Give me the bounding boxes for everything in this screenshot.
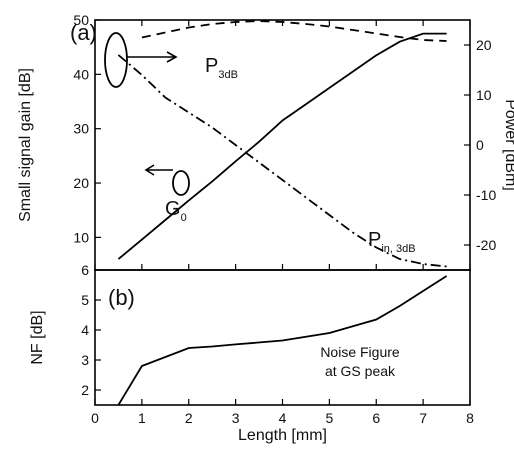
panel-a-right-ticks: -20 -10 0 10 20 bbox=[464, 37, 496, 253]
panel-b-x-tick-label: 5 bbox=[325, 410, 333, 426]
panel-a-left-axis-title: Small signal gain [dB] bbox=[17, 68, 34, 222]
panel-b-x-tick-label: 4 bbox=[279, 410, 287, 426]
panel-b-x-tick-label: 2 bbox=[185, 410, 193, 426]
panel-b-y-tick-label: 5 bbox=[81, 292, 89, 308]
panel-a-x-ticks bbox=[94, 20, 471, 270]
panel-b-x-tick-label: 1 bbox=[138, 410, 146, 426]
panel-b-x-tick-label: 8 bbox=[466, 410, 474, 426]
series-label-p3db: P3dB bbox=[205, 55, 238, 81]
panel-a-left-tick-label: 40 bbox=[73, 66, 89, 82]
panel-b-y-tick-label: 6 bbox=[81, 262, 89, 278]
panel-b-x-tick-label: 0 bbox=[91, 410, 99, 426]
panel-b-label: (b) bbox=[108, 285, 135, 310]
series-line-g0 bbox=[117, 32, 447, 260]
series-label-g0: G0 bbox=[165, 198, 187, 224]
panel-a-right-tick-label: 0 bbox=[476, 137, 484, 153]
panel-a-label: (a) bbox=[70, 20, 97, 45]
panel-a-right-tick-label: -20 bbox=[476, 237, 496, 253]
series-label-g0-main: G bbox=[165, 198, 181, 220]
series-label-p3db-main: P bbox=[205, 55, 218, 77]
series-line-noise-figure bbox=[117, 275, 448, 406]
panel-a-left-tick-label: 20 bbox=[73, 175, 89, 191]
panel-a-left-tick-label: 10 bbox=[73, 229, 89, 245]
panel-a-left-tick-label: 50 bbox=[73, 12, 89, 28]
panel-b-x-tick-label: 6 bbox=[372, 410, 380, 426]
series-label-g0-sub: 0 bbox=[181, 212, 187, 224]
panel-a-series bbox=[117, 20, 447, 268]
panel-b-series bbox=[117, 275, 448, 406]
panel-b-x-tick-label: 7 bbox=[419, 410, 427, 426]
panel-a-right-axis-title: Power [dBm] bbox=[502, 99, 514, 191]
panel-a-left-ticks: 10 20 30 40 50 bbox=[73, 12, 101, 245]
series-label-pin3db-main: P bbox=[368, 229, 381, 251]
axis-indicator-ellipse-gain bbox=[172, 170, 190, 196]
annotation-noise-figure: Noise Figure bbox=[320, 344, 400, 360]
axis-indicator-ellipse-power bbox=[104, 32, 128, 88]
panel-b-x-ticks: 0 1 2 3 4 5 6 7 8 bbox=[91, 399, 474, 426]
panel-b-y-tick-label: 2 bbox=[81, 382, 89, 398]
arrow-left-icon bbox=[144, 164, 173, 176]
panel-a-right-tick-label: -10 bbox=[476, 187, 496, 203]
panel-b-x-tick-label: 3 bbox=[232, 410, 240, 426]
series-label-p3db-sub: 3dB bbox=[218, 69, 238, 81]
series-label-pin3db-sub: in, 3dB bbox=[381, 243, 415, 255]
panel-a-right-tick-label: 20 bbox=[476, 37, 492, 53]
annotation-at-gs-peak: at GS peak bbox=[325, 363, 396, 379]
series-line-pin3db bbox=[117, 54, 447, 268]
panel-b-y-ticks: 2 3 4 5 6 bbox=[81, 262, 101, 398]
panel-a-left-tick-label: 30 bbox=[73, 121, 89, 137]
panel-b-y-axis-title: NF [dB] bbox=[29, 310, 46, 364]
series-line-p3db bbox=[141, 20, 447, 42]
panel-a-right-tick-label: 10 bbox=[476, 87, 492, 103]
series-label-pin3db: Pin, 3dB bbox=[368, 229, 416, 255]
panel-a-gain-power: 10 20 30 40 50 -20 -10 0 10 20 (a) Small signal … bbox=[17, 12, 514, 271]
panel-b-frame bbox=[94, 269, 471, 406]
arrow-right-icon bbox=[127, 51, 178, 63]
panel-b-x-axis-title: Length [mm] bbox=[238, 427, 327, 444]
panel-b-y-tick-label: 3 bbox=[81, 352, 89, 368]
panel-b-y-tick-label: 4 bbox=[81, 322, 89, 338]
